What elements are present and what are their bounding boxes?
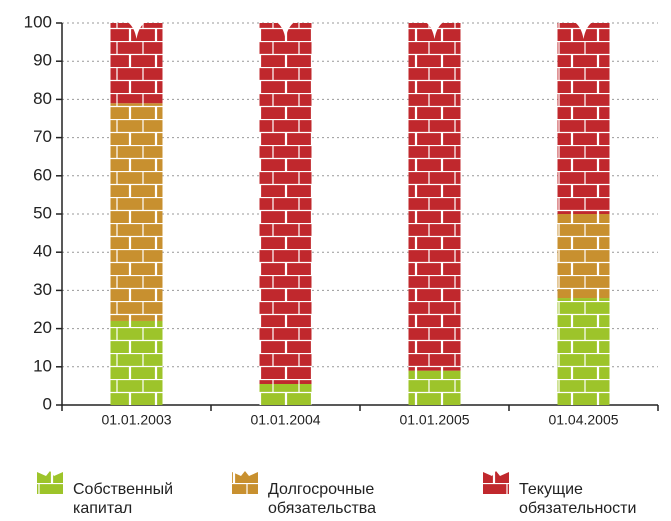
y-tick-label: 30: [33, 280, 52, 299]
y-tick-label: 80: [33, 89, 52, 108]
legend-label: Долгосрочные обязательства: [268, 481, 376, 517]
bar-segment: [259, 23, 312, 384]
y-tick-label: 50: [33, 203, 52, 222]
bar-top-notch: [276, 22, 295, 39]
bar-top-notch: [574, 22, 593, 39]
x-tick-label: 01.01.2004: [250, 412, 320, 428]
legend-icon: [483, 471, 509, 494]
bar-segment: [110, 320, 163, 405]
bar-top-notch: [127, 22, 146, 39]
x-tick-label: 01.01.2003: [101, 412, 171, 428]
legend-icon: [37, 471, 63, 494]
legend-label: Текущие обязательности: [519, 481, 637, 517]
bar-top-notch: [425, 22, 444, 39]
y-tick-label: 90: [33, 51, 52, 70]
bar-segment: [110, 103, 163, 321]
bar-segment: [557, 214, 610, 299]
y-tick-label: 20: [33, 318, 52, 337]
legend-icon: [232, 471, 258, 494]
bar-segment: [408, 370, 461, 405]
y-tick-label: 60: [33, 165, 52, 184]
y-tick-label: 40: [33, 242, 52, 261]
x-tick-label: 01.04.2005: [548, 412, 618, 428]
bar-segment: [557, 298, 610, 405]
x-tick-label: 01.01.2005: [399, 412, 469, 428]
y-tick-label: 0: [43, 394, 52, 413]
y-tick-label: 10: [33, 356, 52, 375]
legend-label: Собственный капитал: [73, 481, 174, 517]
bar-segment: [408, 23, 461, 371]
bar-segment: [557, 23, 610, 214]
bar-segment: [259, 383, 312, 405]
y-tick-label: 70: [33, 127, 52, 146]
y-tick-label: 100: [24, 12, 52, 31]
